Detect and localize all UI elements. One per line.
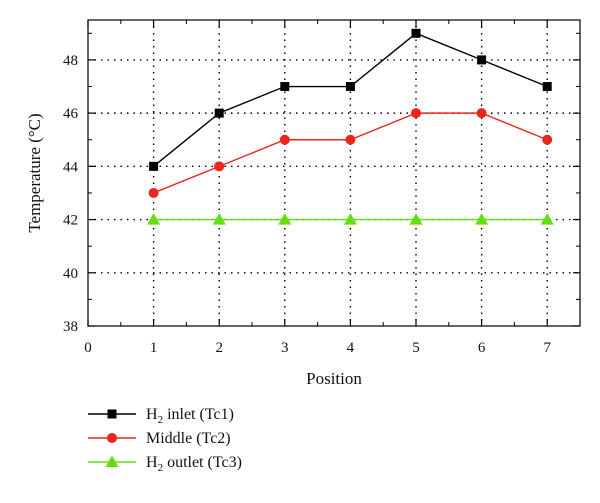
x-tick-label: 6	[478, 340, 486, 356]
data-point	[148, 187, 159, 198]
legend: H2 inlet (Tc1) Middle (Tc2) H2 outlet (Tc3…	[88, 406, 242, 474]
legend-label: H2 outlet (Tc3)	[146, 454, 242, 474]
y-tick-label: 46	[63, 106, 79, 122]
axis-ticks: 0 1 2 3 4 5 6 7 38 40 42 44 46 48	[63, 20, 580, 356]
plot-frame	[87, 19, 581, 327]
legend-item: H2 inlet (Tc1)	[88, 406, 234, 426]
x-tick-label: 5	[412, 340, 420, 356]
y-tick-label: 48	[63, 53, 78, 69]
y-tick-label: 42	[63, 213, 78, 229]
x-tick-label: 3	[281, 340, 289, 356]
data-point	[214, 108, 224, 118]
x-tick-label: 1	[150, 340, 158, 356]
data-point	[475, 213, 489, 225]
data-point	[149, 161, 159, 171]
x-tick-label: 7	[543, 340, 551, 356]
data-point	[278, 213, 292, 225]
data-point	[280, 82, 290, 92]
grid	[88, 20, 580, 326]
legend-label: Middle (Tc2)	[146, 430, 231, 447]
legend-marker	[107, 409, 117, 419]
data-point	[212, 213, 226, 225]
y-axis-label: Temperature (°C)	[25, 113, 44, 232]
legend-item: H2 outlet (Tc3)	[88, 454, 242, 474]
series-1	[149, 28, 552, 171]
legend-label: H2 inlet (Tc1)	[146, 406, 234, 426]
y-tick-label: 40	[63, 266, 78, 282]
x-tick-label: 0	[84, 340, 92, 356]
series-layer	[147, 28, 554, 225]
data-point	[343, 213, 357, 225]
y-tick-label: 38	[63, 319, 78, 335]
x-axis-label: Position	[306, 369, 362, 388]
series-3	[147, 213, 554, 225]
x-tick-label: 2	[215, 340, 223, 356]
data-point	[476, 108, 487, 119]
legend-item: Middle (Tc2)	[88, 430, 231, 447]
data-point	[345, 82, 355, 92]
data-point	[477, 55, 487, 65]
data-point	[147, 213, 161, 225]
data-point	[542, 134, 553, 145]
data-point	[214, 161, 225, 172]
legend-marker	[105, 455, 119, 467]
x-tick-label: 4	[347, 340, 355, 356]
series-2	[148, 108, 553, 198]
legend-marker	[107, 433, 117, 443]
data-point	[542, 82, 552, 92]
data-point	[411, 28, 421, 38]
data-point	[411, 108, 421, 119]
data-point	[409, 213, 423, 225]
data-point	[540, 213, 554, 225]
data-point	[279, 134, 290, 145]
y-tick-label: 44	[63, 159, 79, 175]
data-point	[345, 134, 356, 145]
